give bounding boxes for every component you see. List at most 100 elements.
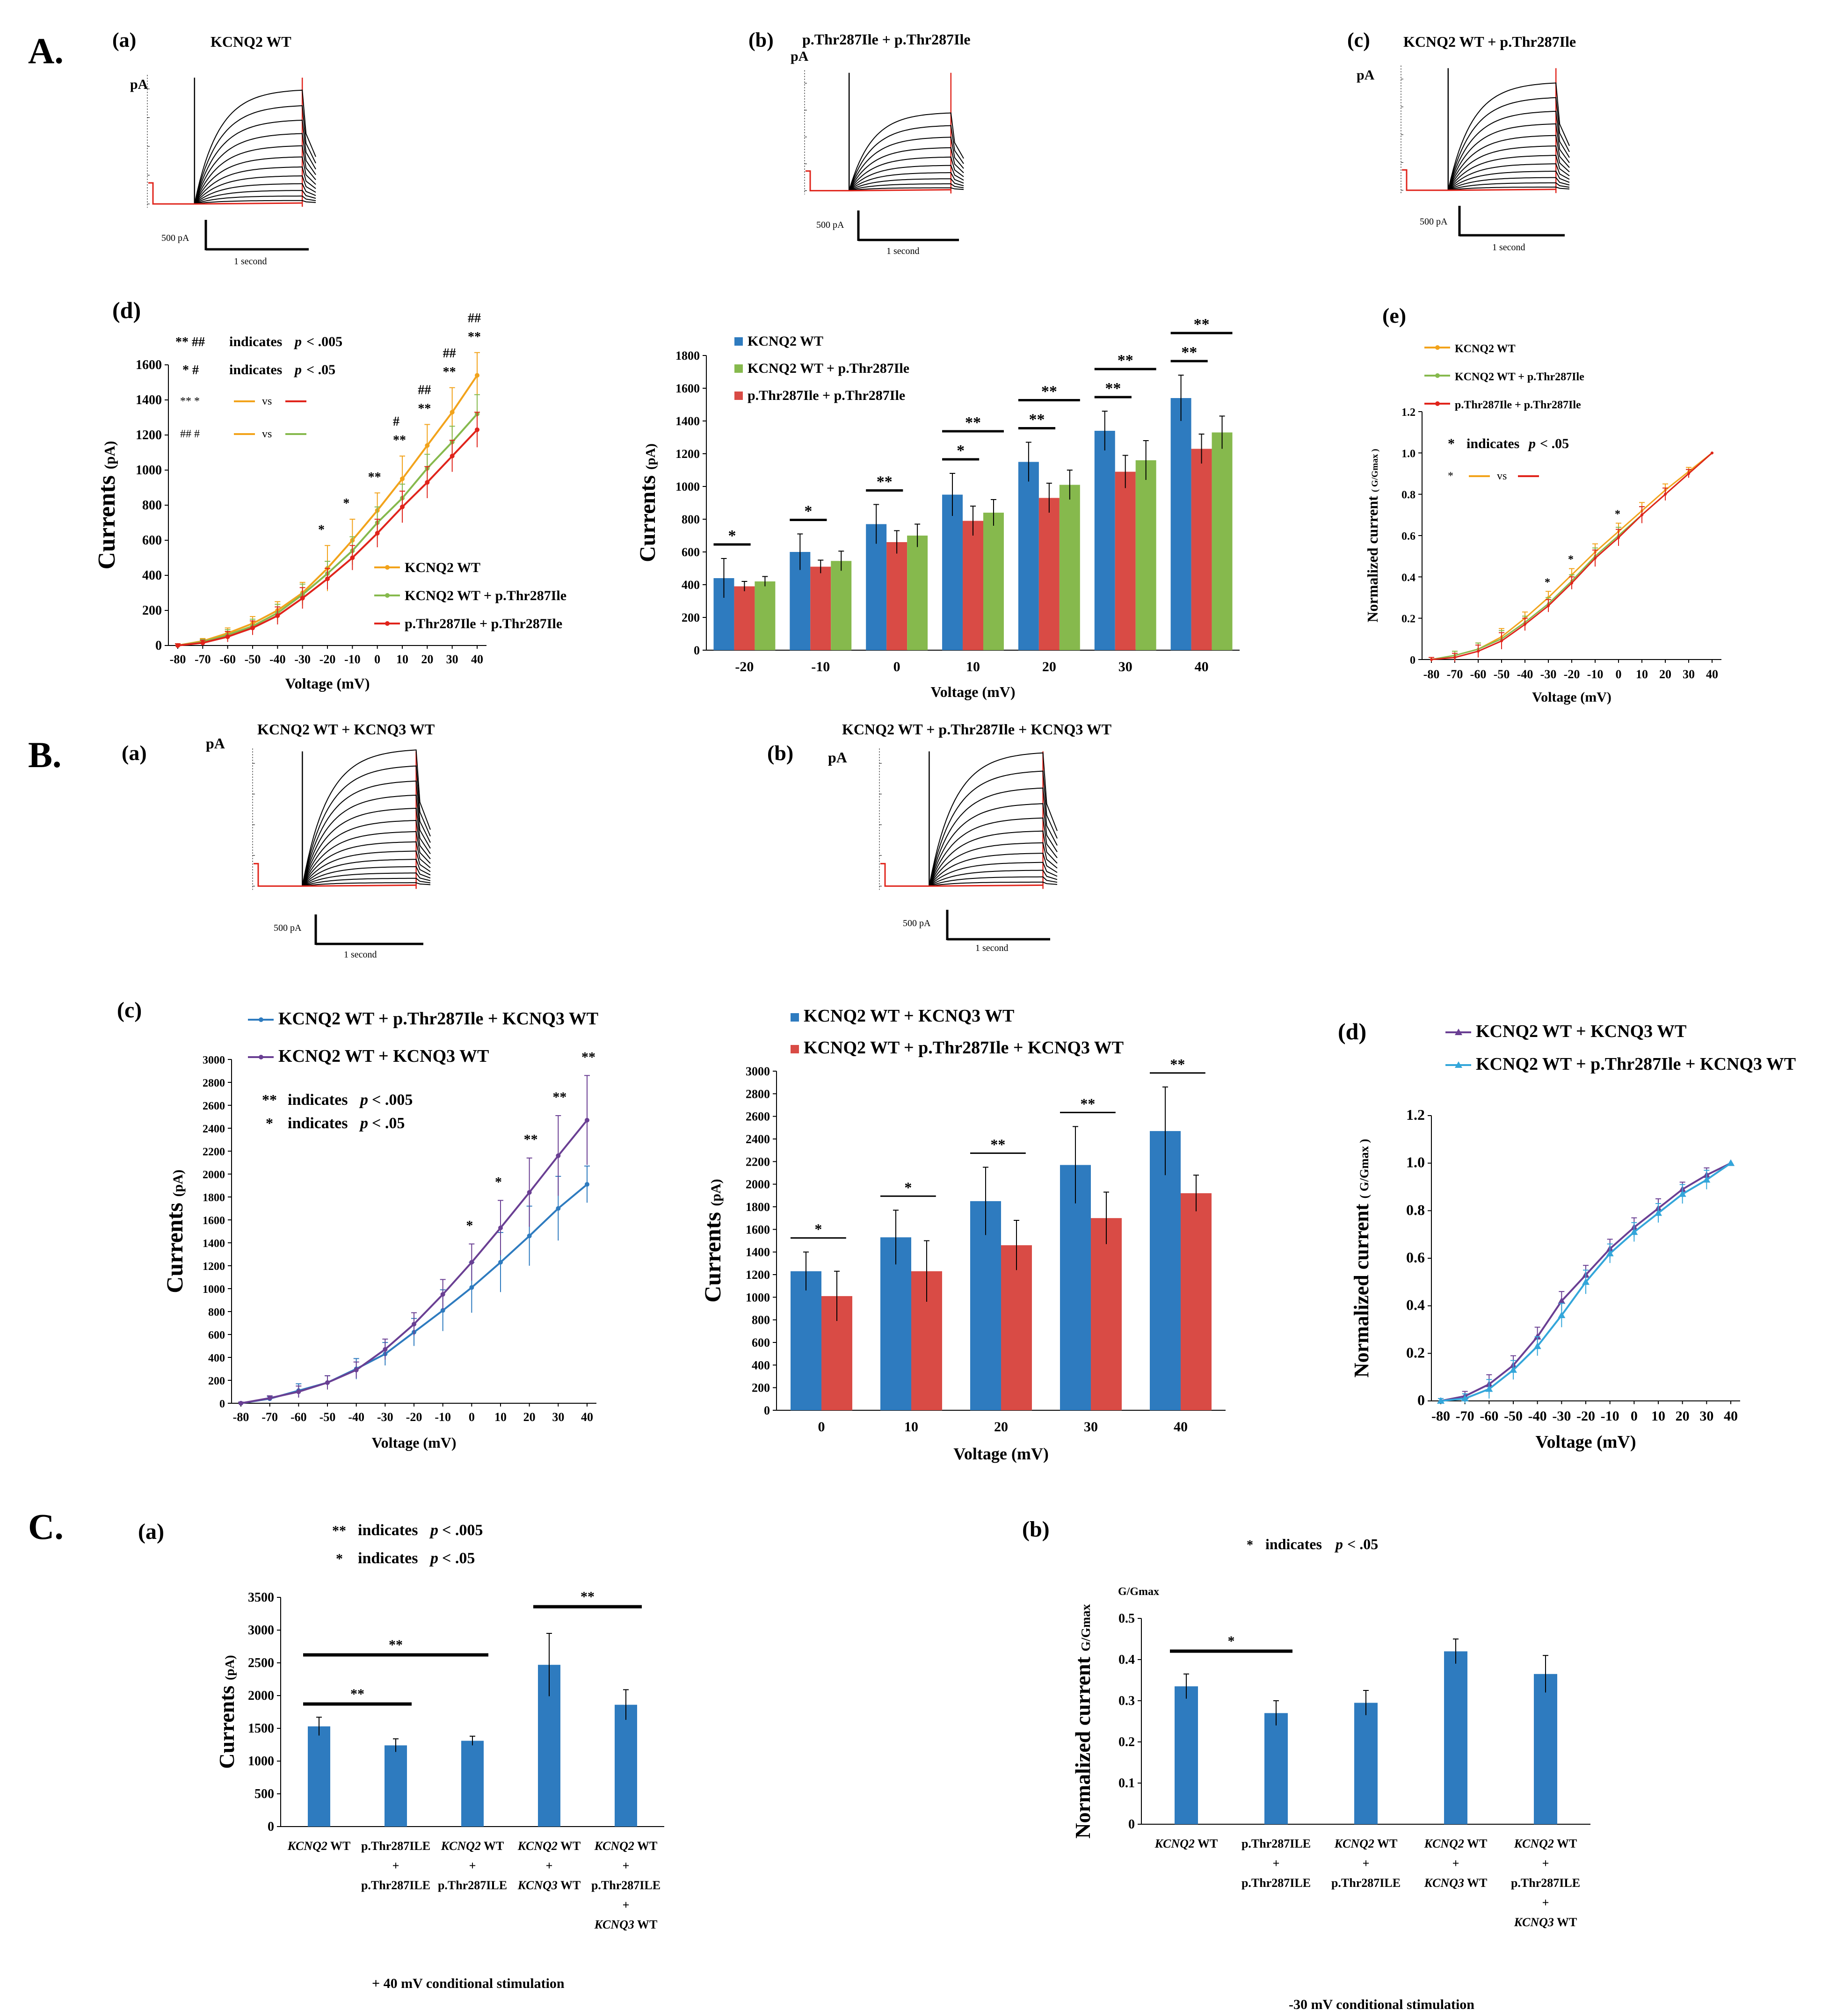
- footer-c-a: + 40 mV conditional stimulation: [372, 1976, 565, 1991]
- section-label-c: C.: [28, 1506, 64, 1547]
- category-label: KCNQ2 WT: [1154, 1837, 1218, 1850]
- significance-key-b-c: ** indicates p < .005 * indicates p < .0…: [262, 1091, 413, 1132]
- panel-label: (c): [1347, 29, 1370, 51]
- current-trace: [929, 842, 1058, 886]
- scale-bar-current: 500 pA: [816, 220, 844, 230]
- bar: [970, 1201, 1001, 1410]
- current-trace: [302, 807, 431, 886]
- x-tick-label: -70: [1456, 1408, 1474, 1424]
- y-tick-label: 1000: [746, 1291, 770, 1304]
- category-label: p.Thr287ILE: [591, 1878, 661, 1892]
- data-point: [556, 1206, 561, 1211]
- current-trace: [302, 866, 431, 887]
- bar: [1175, 1686, 1198, 1824]
- svg-text:indicates: indicates: [229, 334, 282, 349]
- x-tick-label: -30: [1552, 1408, 1571, 1424]
- significance-mark: *: [957, 442, 965, 459]
- data-point: [425, 480, 430, 485]
- significance-mark: **: [524, 1132, 538, 1147]
- category-plus: +: [1363, 1856, 1370, 1870]
- series-green: [175, 394, 480, 648]
- y-tick-label: 0: [155, 638, 162, 653]
- x-tick-label: -60: [1480, 1408, 1498, 1424]
- trace-panel-a-b: (b) p.Thr287Ile + p.Thr287Ile pA 500 pA …: [748, 29, 971, 256]
- category-plus: +: [623, 1859, 630, 1872]
- current-trace: [849, 125, 964, 191]
- data-point: [1430, 658, 1433, 661]
- current-trace: [1448, 182, 1570, 191]
- y-tick-label: 0.2: [1401, 613, 1415, 625]
- x-tick-label: -80: [1423, 667, 1440, 681]
- significance-mark: *: [495, 1174, 502, 1189]
- y-tick-label: 0: [1410, 654, 1415, 667]
- data-point: [325, 1380, 330, 1385]
- holding-trace: [880, 863, 1043, 887]
- y-tick-label: 1200: [675, 447, 700, 461]
- x-tick-label: -50: [319, 1410, 336, 1424]
- legend-label: KCNQ2 WT + p.Thr287Ile: [405, 588, 566, 603]
- y-tick-label: 200: [752, 1381, 770, 1395]
- y-axis-unit: ( G/Gmax ): [1370, 449, 1380, 492]
- current-trace: [194, 145, 316, 204]
- svg-text:p: p: [293, 334, 302, 349]
- legend-item: KCNQ2 WT: [734, 334, 823, 349]
- data-point: [1461, 1394, 1469, 1401]
- category-label: p.Thr287ILE: [361, 1878, 430, 1892]
- significance-mark: ##: [443, 346, 456, 361]
- category-label: p.Thr287ILE: [1331, 1876, 1401, 1890]
- x-tick-label: 0: [818, 1419, 825, 1435]
- y-tick-label: 400: [208, 1352, 225, 1364]
- y-tick-label: 0: [764, 1404, 770, 1417]
- current-trace: [194, 89, 316, 204]
- holding-trace: [1402, 169, 1556, 191]
- current-trace: [849, 172, 964, 191]
- trace-panel-b-a: (a) KCNQ2 WT + KCNQ3 WT pA 500 pA 1 seco…: [122, 721, 435, 960]
- bar: [1094, 431, 1115, 650]
- trace-unit: pA: [1357, 67, 1375, 83]
- holding-trace: [806, 170, 951, 192]
- x-tick-label: -10: [435, 1410, 451, 1424]
- significance-mark: **: [965, 414, 981, 431]
- bar: [1038, 498, 1060, 650]
- category-label: KCNQ2 WT: [517, 1839, 581, 1853]
- section-label-b: B.: [28, 734, 62, 775]
- legend-label: KCNQ2 WT + p.Thr287Ile: [1455, 371, 1584, 383]
- category-label: KCNQ2 WT: [441, 1839, 504, 1853]
- data-point: [527, 1233, 532, 1239]
- panel-label: (a): [112, 29, 136, 51]
- y-axis-label: Normalized current ( G/Gmax ): [1350, 1139, 1373, 1378]
- significance-mark: *: [804, 503, 812, 520]
- current-trace: [1448, 177, 1570, 191]
- category-label: p.Thr287ILE: [1511, 1876, 1580, 1890]
- x-tick-label: 20: [1042, 659, 1056, 674]
- x-tick-label: -50: [1504, 1408, 1523, 1424]
- data-point: [1570, 581, 1573, 585]
- data-point: [425, 443, 430, 448]
- bar: [791, 1271, 821, 1410]
- x-tick-label: 30: [1084, 1419, 1098, 1435]
- trace-title: p.Thr287Ile + p.Thr287Ile: [802, 31, 971, 48]
- y-tick-label: 0: [1417, 1392, 1425, 1408]
- bar: [1150, 1131, 1181, 1410]
- y-tick-label: 200: [142, 603, 162, 618]
- y-tick-label: 1800: [675, 349, 700, 363]
- y-tick-label: 0.6: [1406, 1249, 1425, 1266]
- series-blue: [238, 1165, 590, 1406]
- significance-mark: #: [393, 414, 399, 429]
- svg-text:*: *: [1448, 436, 1455, 451]
- data-point: [440, 1308, 445, 1313]
- current-trace: [929, 787, 1058, 886]
- y-tick-label: 0: [219, 1398, 225, 1410]
- scale-bar-time: 1 second: [886, 246, 920, 256]
- current-trace: [929, 853, 1058, 887]
- category-plus: +: [623, 1898, 630, 1912]
- y-tick-label: 1600: [203, 1215, 225, 1227]
- legend-label: p.Thr287Ile + p.Thr287Ile: [748, 388, 905, 403]
- scale-bar-time: 1 second: [344, 950, 377, 960]
- legend-item: KCNQ2 WT + p.Thr287Ile + KCNQ3 WT: [248, 1009, 598, 1029]
- category-plus: +: [1452, 1856, 1459, 1870]
- bar: [1018, 462, 1039, 650]
- series-line: [240, 1119, 588, 1404]
- significance-mark: *: [343, 496, 349, 511]
- y-tick-label: 0.4: [1118, 1653, 1135, 1667]
